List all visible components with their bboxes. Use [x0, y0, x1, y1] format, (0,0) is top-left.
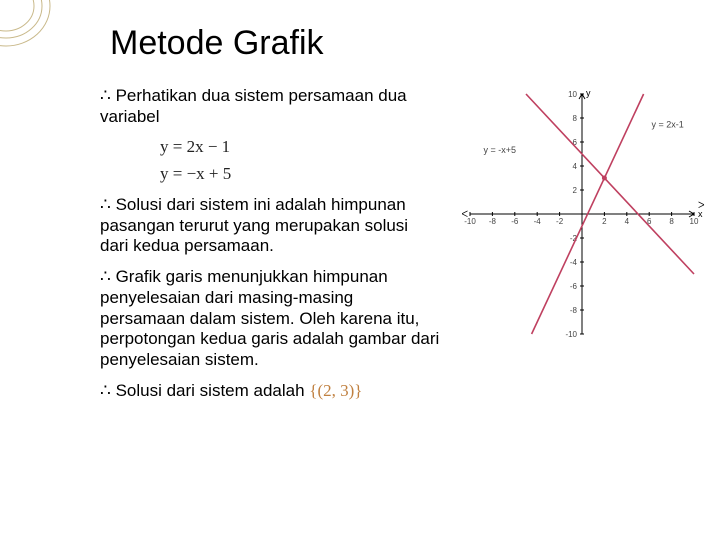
bullet-glyph: ∴	[100, 86, 111, 105]
bullet-4: ∴ Solusi dari sistem adalah {(2, 3)}	[100, 381, 440, 402]
svg-text:4: 4	[625, 217, 630, 226]
svg-text:-4: -4	[534, 217, 542, 226]
svg-text:-4: -4	[570, 258, 578, 267]
svg-text:10: 10	[568, 90, 577, 99]
svg-text:-2: -2	[556, 217, 564, 226]
svg-text:8: 8	[669, 217, 674, 226]
bullet-glyph: ∴	[100, 381, 111, 400]
graph-chart: -10-8-6-4-2246810-10-8-6-4-2246810xᐳyᐸy …	[456, 80, 708, 348]
bullet-2-lead: Solusi	[116, 195, 162, 214]
svg-text:-8: -8	[570, 306, 578, 315]
svg-text:x: x	[698, 209, 703, 219]
corner-decoration	[0, 0, 56, 52]
equations-block: y = 2x − 1 y = −x + 5	[160, 137, 440, 184]
bullet-1: ∴ Perhatikan dua sistem persamaan dua va…	[100, 86, 440, 127]
solution-set: {(2, 3)}	[309, 381, 362, 400]
svg-text:-6: -6	[570, 282, 578, 291]
svg-text:2: 2	[573, 186, 578, 195]
svg-text:-6: -6	[511, 217, 519, 226]
svg-text:8: 8	[573, 114, 578, 123]
bullet-glyph: ∴	[100, 195, 111, 214]
page-title: Metode Grafik	[110, 24, 324, 63]
bullet-3-lead: Grafik	[116, 267, 161, 286]
svg-text:y: y	[586, 88, 591, 98]
bullet-glyph: ∴	[100, 267, 111, 286]
bullet-4-lead: Solusi	[116, 381, 162, 400]
svg-text:-8: -8	[489, 217, 497, 226]
bullet-1-lead: Perhatikan	[116, 86, 197, 105]
svg-text:ᐳ: ᐳ	[698, 200, 705, 210]
svg-text:2: 2	[602, 217, 607, 226]
bullet-4-rest: dari sistem adalah	[162, 381, 305, 400]
svg-text:y = 2x-1: y = 2x-1	[651, 120, 683, 130]
equation-1: y = 2x − 1	[160, 137, 440, 158]
bullet-2: ∴ Solusi dari sistem ini adalah himpunan…	[100, 195, 440, 257]
svg-text:4: 4	[573, 162, 578, 171]
equation-2: y = −x + 5	[160, 164, 440, 185]
body-content: ∴ Perhatikan dua sistem persamaan dua va…	[100, 86, 440, 412]
svg-text:y = -x+5: y = -x+5	[483, 145, 516, 155]
bullet-3: ∴ Grafik garis menunjukkan himpunan peny…	[100, 267, 440, 371]
svg-text:-10: -10	[565, 330, 577, 339]
svg-text:ᐸ: ᐸ	[461, 209, 468, 219]
